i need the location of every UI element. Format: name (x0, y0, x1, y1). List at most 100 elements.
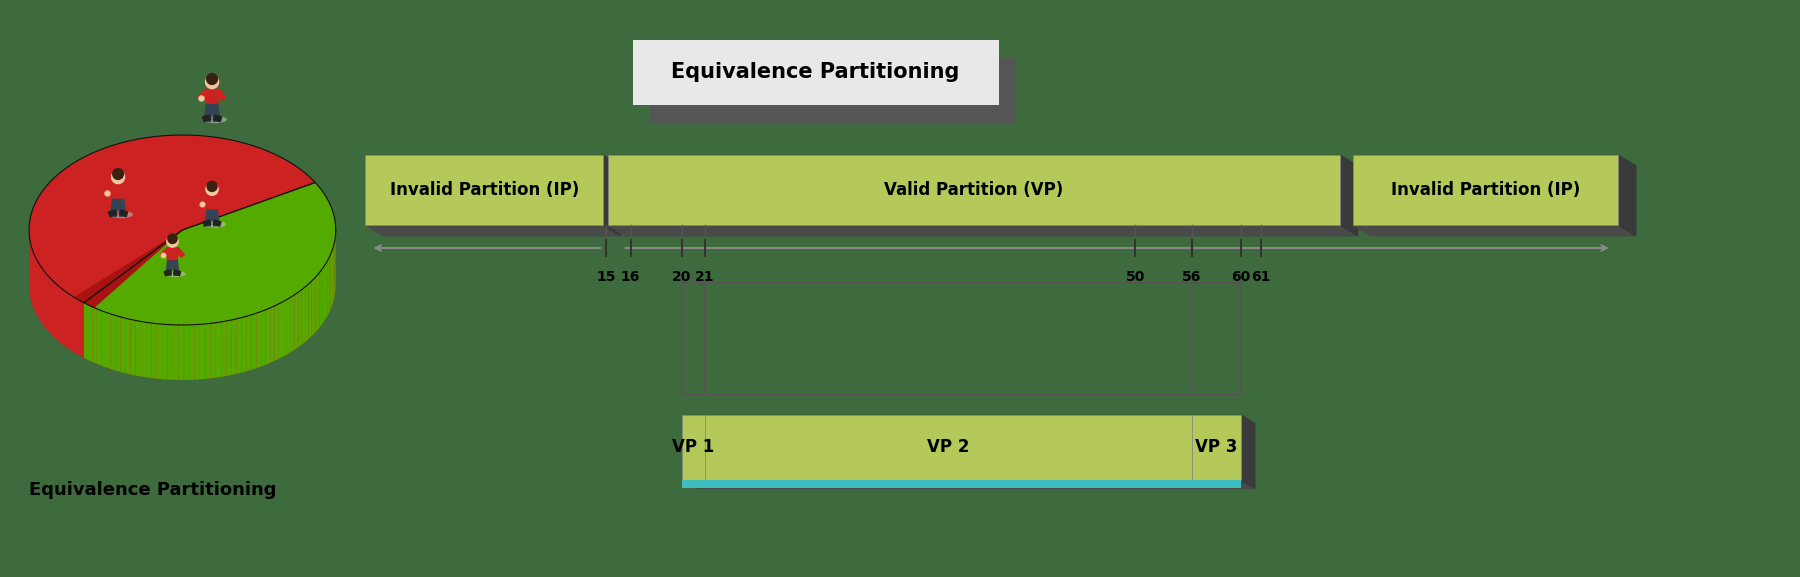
Text: 50: 50 (1125, 270, 1145, 284)
Polygon shape (261, 310, 266, 366)
Polygon shape (167, 324, 173, 380)
Polygon shape (191, 324, 203, 380)
Polygon shape (70, 295, 79, 355)
Polygon shape (151, 323, 157, 379)
Circle shape (167, 234, 176, 243)
Polygon shape (167, 248, 178, 264)
Polygon shape (324, 264, 326, 321)
Polygon shape (36, 258, 38, 317)
Polygon shape (706, 415, 718, 488)
Polygon shape (74, 297, 79, 355)
Polygon shape (308, 282, 311, 339)
Polygon shape (682, 480, 718, 488)
Polygon shape (290, 293, 299, 353)
Polygon shape (112, 185, 124, 203)
Circle shape (112, 170, 124, 183)
Text: 60: 60 (1231, 270, 1251, 284)
Polygon shape (317, 273, 319, 331)
Polygon shape (205, 196, 218, 213)
Polygon shape (603, 155, 621, 236)
Polygon shape (608, 225, 1357, 236)
Text: Invalid Partition (IP): Invalid Partition (IP) (1391, 181, 1580, 199)
Polygon shape (315, 276, 317, 334)
Circle shape (207, 181, 218, 192)
Text: VP 1: VP 1 (671, 439, 715, 456)
Polygon shape (270, 306, 275, 363)
Polygon shape (1339, 155, 1357, 236)
Text: 20: 20 (673, 270, 691, 284)
Polygon shape (85, 182, 337, 325)
Polygon shape (326, 260, 328, 319)
Circle shape (207, 74, 218, 84)
Polygon shape (319, 267, 324, 329)
Polygon shape (322, 267, 324, 325)
Polygon shape (40, 266, 43, 325)
Bar (1354, 155, 1618, 225)
Polygon shape (140, 321, 146, 377)
Polygon shape (205, 89, 218, 107)
Text: Equivalence Partitioning: Equivalence Partitioning (29, 481, 277, 499)
Bar (632, 40, 999, 105)
Polygon shape (205, 323, 211, 379)
Polygon shape (1192, 480, 1255, 488)
Polygon shape (43, 270, 49, 332)
Polygon shape (216, 322, 221, 378)
Polygon shape (85, 303, 88, 360)
Polygon shape (306, 284, 308, 342)
Polygon shape (31, 241, 32, 304)
Polygon shape (32, 249, 34, 311)
Polygon shape (157, 324, 162, 379)
Polygon shape (286, 297, 292, 354)
Polygon shape (1192, 415, 1206, 488)
Polygon shape (162, 324, 167, 380)
Polygon shape (279, 302, 283, 359)
Polygon shape (239, 315, 250, 373)
Polygon shape (1618, 155, 1636, 236)
Polygon shape (121, 317, 126, 373)
Ellipse shape (203, 220, 227, 228)
Polygon shape (68, 294, 74, 352)
Polygon shape (63, 290, 70, 350)
Polygon shape (180, 325, 191, 380)
Polygon shape (106, 312, 112, 369)
Circle shape (205, 183, 218, 196)
Polygon shape (256, 312, 261, 368)
Polygon shape (292, 295, 295, 352)
Polygon shape (34, 256, 40, 319)
Polygon shape (29, 135, 315, 303)
Polygon shape (1354, 225, 1636, 236)
Polygon shape (97, 309, 101, 366)
Polygon shape (40, 263, 43, 325)
Polygon shape (49, 277, 56, 338)
Polygon shape (121, 317, 131, 374)
Circle shape (167, 235, 178, 247)
Bar (365, 155, 603, 225)
Text: Invalid Partition (IP): Invalid Partition (IP) (389, 181, 580, 199)
Polygon shape (227, 320, 232, 376)
Text: Valid Partition (VP): Valid Partition (VP) (884, 181, 1064, 199)
Text: VP 3: VP 3 (1195, 439, 1237, 456)
Polygon shape (146, 323, 151, 378)
Polygon shape (311, 279, 315, 336)
Polygon shape (1240, 415, 1255, 488)
Polygon shape (281, 298, 290, 358)
Polygon shape (299, 290, 302, 347)
Circle shape (205, 76, 218, 89)
Polygon shape (112, 314, 115, 370)
Polygon shape (328, 253, 331, 314)
Polygon shape (99, 310, 110, 369)
Polygon shape (79, 301, 88, 360)
Polygon shape (275, 304, 279, 361)
Polygon shape (266, 308, 270, 365)
Polygon shape (49, 277, 52, 336)
Polygon shape (47, 273, 49, 332)
Polygon shape (126, 319, 131, 374)
Bar (682, 415, 706, 480)
Polygon shape (216, 321, 227, 378)
Polygon shape (194, 324, 200, 380)
Text: Equivalence Partitioning: Equivalence Partitioning (671, 62, 959, 83)
Polygon shape (299, 286, 306, 347)
Circle shape (113, 168, 124, 179)
Text: 15: 15 (596, 270, 616, 284)
Polygon shape (211, 323, 216, 379)
